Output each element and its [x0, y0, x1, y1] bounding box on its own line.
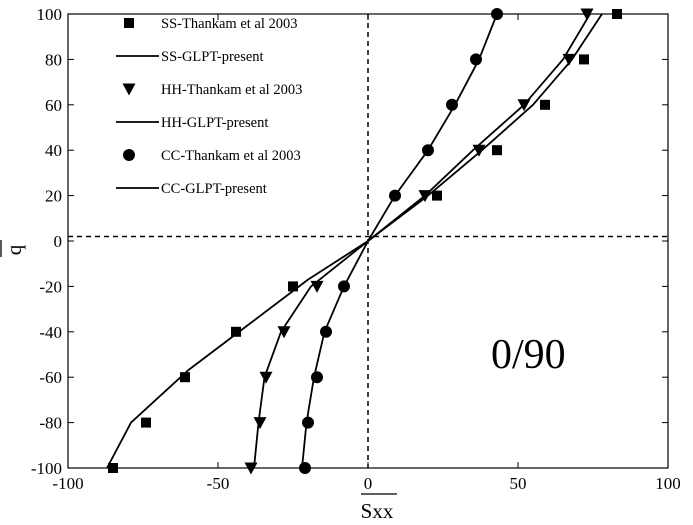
legend-item: SS-Thankam et al 2003 [124, 16, 298, 32]
y-tick-label: 80 [45, 50, 62, 69]
data-point [432, 190, 442, 201]
y-tick-label: -100 [31, 459, 62, 478]
x-tick-label: -50 [207, 474, 230, 493]
data-point [277, 326, 291, 339]
legend-item: CC-GLPT-present [116, 181, 267, 197]
layup-annotation: 0/90 [491, 332, 566, 378]
data-point [231, 326, 241, 337]
legend-label: CC-GLPT-present [161, 181, 267, 197]
data-point [253, 417, 267, 430]
series-0 [108, 9, 622, 473]
data-point [612, 9, 622, 19]
series-line [253, 13, 591, 469]
series-4 [299, 8, 503, 474]
legend-marker [123, 149, 135, 161]
legend-label: HH-GLPT-present [161, 115, 268, 131]
data-point [562, 53, 576, 66]
data-point [288, 281, 298, 292]
legend-label: SS-Thankam et al 2003 [161, 16, 298, 32]
y-tick-label: -40 [39, 323, 62, 342]
series-5 [301, 13, 498, 469]
x-tick-label: 100 [655, 474, 681, 493]
data-point [470, 53, 482, 66]
data-point [108, 463, 118, 473]
data-point [302, 416, 314, 429]
x-tick-label: 0 [364, 474, 373, 493]
data-point [472, 144, 486, 157]
y-tick-label: 60 [45, 96, 62, 115]
legend-marker [124, 18, 134, 28]
data-point [579, 54, 589, 65]
data-point [180, 372, 190, 383]
data-series [106, 8, 622, 475]
y-tick-label: 0 [54, 232, 63, 251]
series-line [301, 13, 498, 469]
x-axis-label: Sxx [361, 499, 394, 523]
legend: SS-Thankam et al 2003 SS-GLPT-present HH-T… [116, 16, 302, 197]
data-point [540, 99, 550, 110]
legend-item: SS-GLPT-present [116, 49, 264, 65]
legend-label: CC-Thankam et al 2003 [161, 148, 301, 164]
y-tick-label: 100 [37, 5, 63, 24]
legend-item: HH-GLPT-present [116, 115, 268, 131]
data-point [141, 417, 151, 428]
data-point [299, 462, 311, 474]
data-point [446, 98, 458, 111]
x-tick-label: 50 [510, 474, 527, 493]
data-point [492, 145, 502, 156]
series-2 [244, 8, 594, 475]
y-axis-label: q [2, 244, 26, 255]
legend-marker [122, 83, 136, 96]
y-tick-label: 40 [45, 141, 62, 160]
legend-item: HH-Thankam et al 2003 [122, 82, 302, 98]
data-point [580, 8, 594, 21]
legend-item: CC-Thankam et al 2003 [123, 148, 301, 164]
y-tick-label: -60 [39, 368, 62, 387]
data-point [259, 371, 273, 384]
legend-label: SS-GLPT-present [161, 49, 264, 65]
y-tick-label: -80 [39, 414, 62, 433]
series-3 [253, 13, 591, 469]
x-tick-label: -100 [52, 474, 83, 493]
y-tick-label: -20 [39, 277, 62, 296]
legend-label: HH-Thankam et al 2003 [161, 82, 302, 98]
y-tick-label: 20 [45, 187, 62, 206]
axis-ticks: -100 -50 0 50 100 -100 -80 -60 -40 -20 0 20 40 60 80 10… [31, 5, 681, 493]
